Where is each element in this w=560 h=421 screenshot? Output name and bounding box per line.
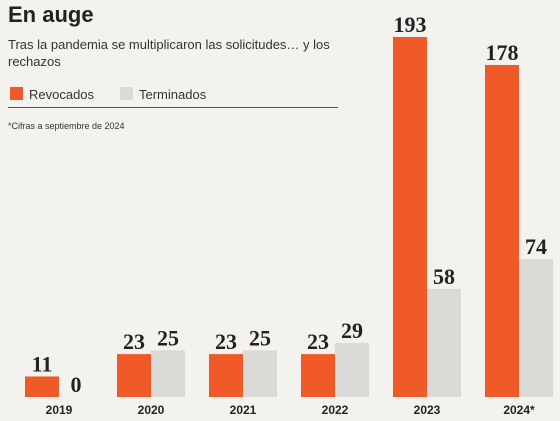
x-tick-label: 2019 <box>46 403 73 417</box>
x-tick-label: 2021 <box>230 403 257 417</box>
bar <box>427 289 461 397</box>
chart: Revocados Terminados 11 0 2019 23 25 2020 23 25 20… <box>0 0 560 421</box>
bar <box>301 354 335 397</box>
bar <box>209 354 243 397</box>
value-label: 23 <box>123 329 145 354</box>
bar <box>117 354 151 397</box>
x-tick-label: 2024* <box>503 403 535 417</box>
value-label: 25 <box>157 325 179 350</box>
value-label: 0 <box>71 372 82 397</box>
value-label: 193 <box>394 12 427 37</box>
value-label: 74 <box>525 234 547 259</box>
legend-swatch <box>10 87 23 100</box>
bar <box>335 343 369 397</box>
value-label: 178 <box>486 40 519 65</box>
bar <box>243 350 277 397</box>
bar <box>25 376 59 397</box>
value-label: 23 <box>307 329 329 354</box>
value-label: 58 <box>433 264 455 289</box>
legend-swatch <box>120 87 133 100</box>
bar <box>151 350 185 397</box>
legend-label: Terminados <box>139 87 207 102</box>
x-tick-label: 2022 <box>322 403 349 417</box>
value-label: 25 <box>249 325 271 350</box>
x-tick-label: 2023 <box>414 403 441 417</box>
page: En auge Tras la pandemia se multiplicaro… <box>0 0 560 421</box>
value-label: 23 <box>215 329 237 354</box>
bar <box>519 259 553 397</box>
x-tick-label: 2020 <box>138 403 165 417</box>
value-label: 29 <box>341 318 363 343</box>
value-label: 11 <box>32 351 53 376</box>
legend-label: Revocados <box>29 87 95 102</box>
bar <box>485 65 519 397</box>
bar <box>393 37 427 397</box>
